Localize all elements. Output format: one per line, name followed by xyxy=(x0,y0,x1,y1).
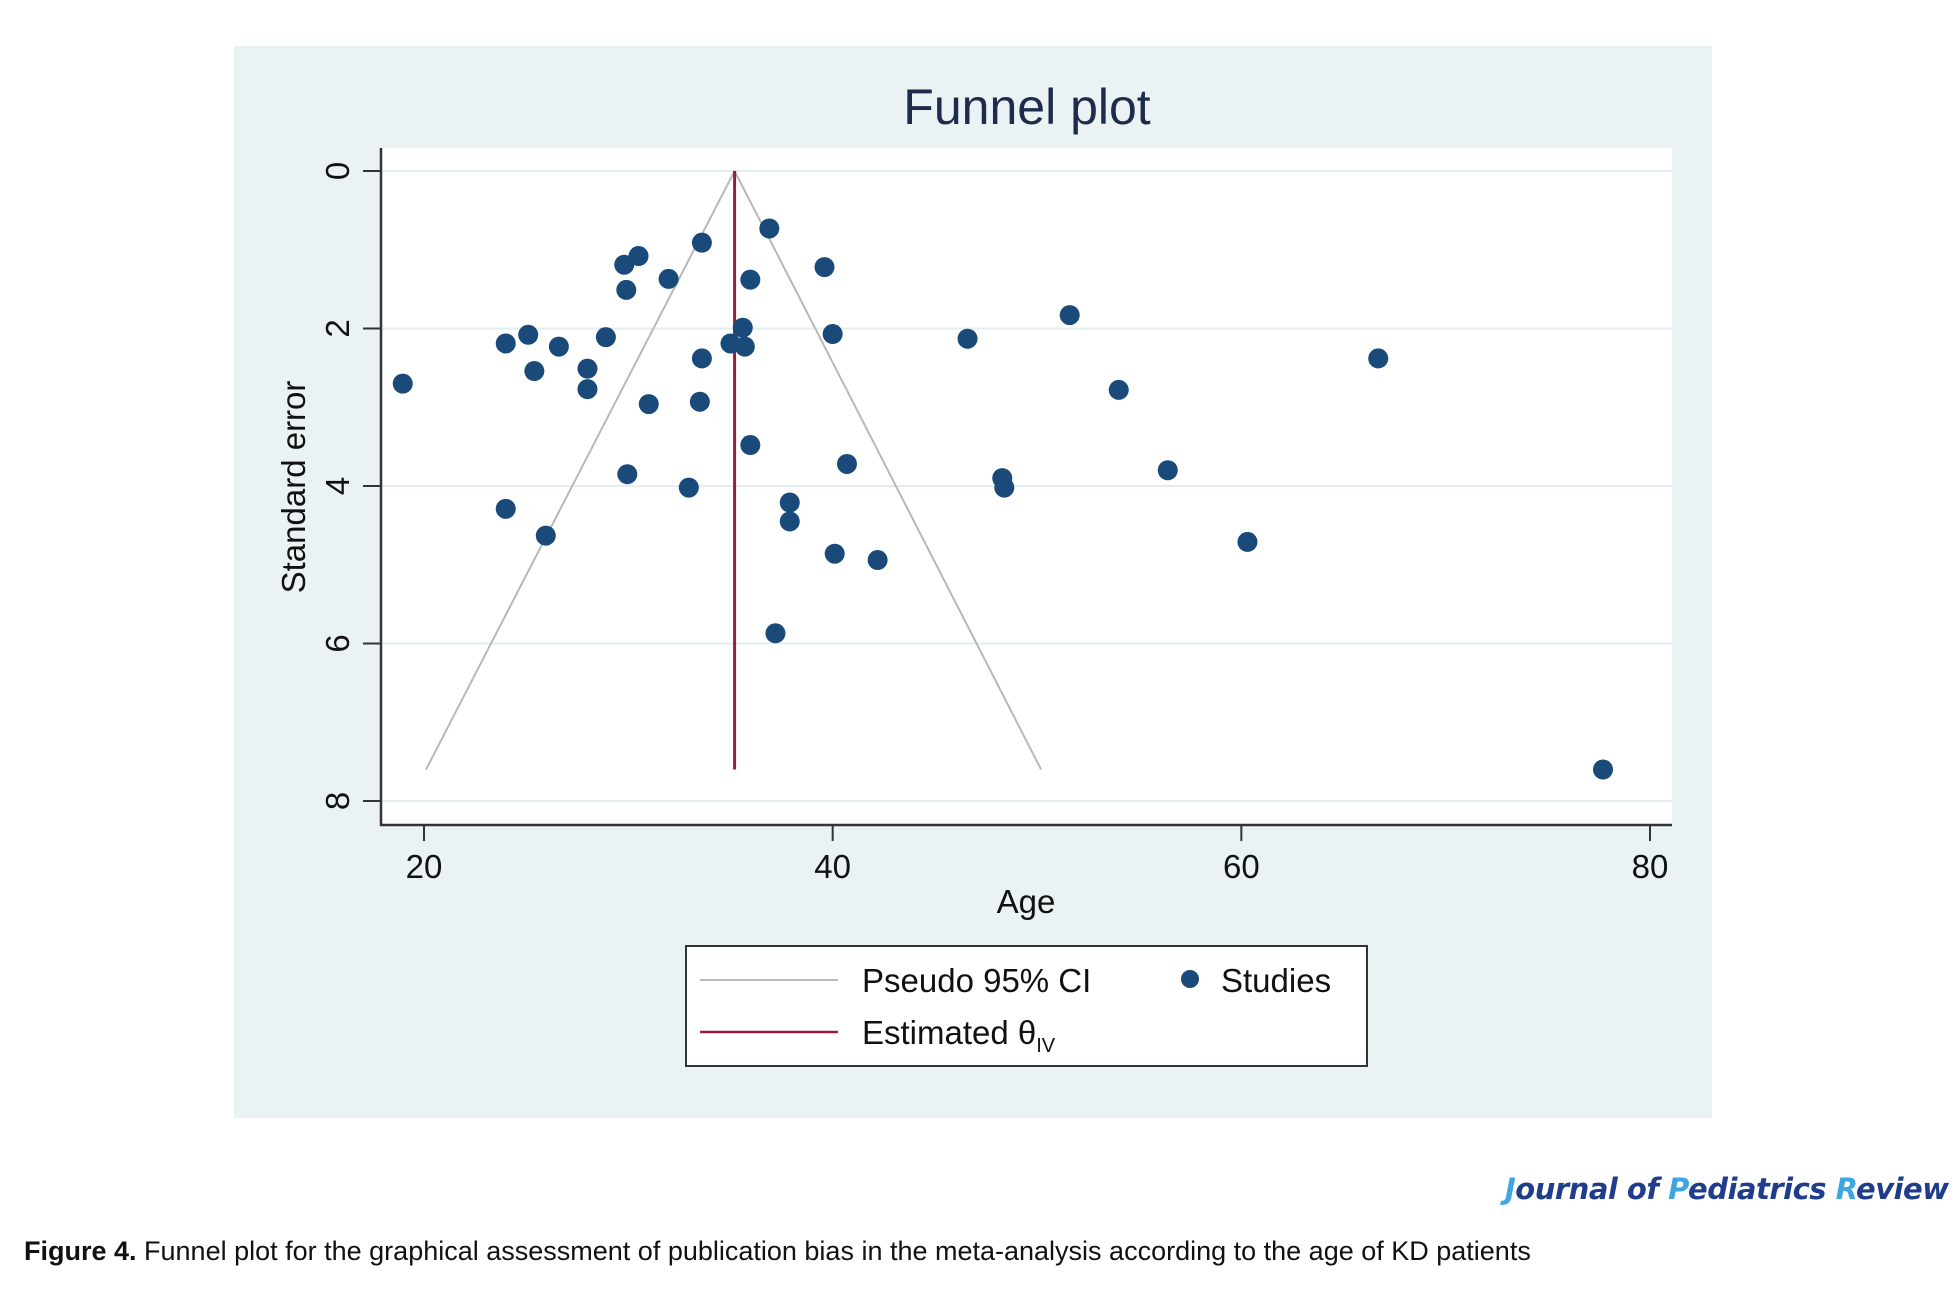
y-axis-label: Standard error xyxy=(275,381,312,594)
x-tick-labels: 20 40 60 80 xyxy=(406,848,1669,885)
study-point xyxy=(638,394,659,415)
journal-name-part: P xyxy=(1668,1172,1689,1206)
journal-name-part: J xyxy=(1505,1172,1516,1206)
journal-name-part: eview xyxy=(1856,1172,1949,1206)
pseudo-ci-right-line xyxy=(733,170,1042,770)
gridlines xyxy=(381,170,1672,802)
x-tick-label: 40 xyxy=(814,848,851,885)
x-tick-label: 60 xyxy=(1223,848,1260,885)
study-point xyxy=(548,336,569,357)
y-tick-label: 0 xyxy=(319,162,356,180)
study-point xyxy=(824,543,845,564)
study-point xyxy=(1108,379,1129,400)
study-point xyxy=(957,328,978,349)
study-point xyxy=(691,232,712,253)
study-point xyxy=(1157,460,1178,481)
journal-name-part: ediatrics xyxy=(1688,1172,1836,1206)
study-point xyxy=(577,358,598,379)
legend-ci-label: Pseudo 95% CI xyxy=(862,962,1091,999)
caption-label: Figure 4. xyxy=(24,1236,137,1266)
journal-name: Journal of Pediatrics Review xyxy=(1505,1172,1949,1206)
journal-name-part: R xyxy=(1835,1172,1857,1206)
journal-name-part: ournal of xyxy=(1515,1172,1669,1206)
legend-estimate-subscript: IV xyxy=(1036,1035,1056,1057)
study-point xyxy=(994,477,1015,498)
study-point xyxy=(740,435,761,456)
study-point xyxy=(1237,531,1258,552)
study-point xyxy=(678,477,699,498)
study-point xyxy=(518,324,539,345)
study-point xyxy=(658,268,679,289)
study-point xyxy=(1593,759,1614,780)
study-point xyxy=(616,279,637,300)
y-tick-label: 8 xyxy=(319,792,356,810)
legend-box xyxy=(685,945,1368,1067)
study-point xyxy=(822,324,843,345)
study-points xyxy=(392,218,1614,780)
axes xyxy=(363,148,1672,841)
legend-estimate-text: Estimated θ xyxy=(862,1014,1036,1051)
x-axis-label: Age xyxy=(997,883,1056,920)
study-point xyxy=(392,373,413,394)
legend-studies-marker xyxy=(1181,970,1199,988)
study-point xyxy=(740,269,761,290)
pseudo-ci-left-line xyxy=(425,170,736,770)
study-point xyxy=(691,348,712,369)
study-point xyxy=(1368,348,1389,369)
study-point xyxy=(732,317,753,338)
figure-caption: Figure 4. Funnel plot for the graphical … xyxy=(24,1236,1531,1267)
study-point xyxy=(577,379,598,400)
chart-title: Funnel plot xyxy=(903,79,1150,135)
y-tick-labels: 0 2 4 6 8 xyxy=(319,162,356,810)
legend-estimate-label: Estimated θIV xyxy=(862,1014,1056,1057)
study-point xyxy=(814,257,835,278)
study-point xyxy=(617,464,638,485)
study-point xyxy=(836,453,857,474)
x-tick-label: 20 xyxy=(406,848,443,885)
y-tick-label: 6 xyxy=(319,634,356,652)
study-point xyxy=(535,525,556,546)
y-tick-label: 2 xyxy=(319,319,356,337)
study-point xyxy=(1059,305,1080,326)
study-point xyxy=(495,333,516,354)
caption-text: Funnel plot for the graphical assessment… xyxy=(136,1236,1531,1266)
study-point xyxy=(689,391,710,412)
study-point xyxy=(867,550,888,571)
study-point xyxy=(779,492,800,513)
study-point xyxy=(765,623,786,644)
legend: Pseudo 95% CI Studies Estimated θIV xyxy=(685,945,1368,1067)
pseudo-ci-lines xyxy=(425,170,1042,770)
study-point xyxy=(734,336,755,357)
y-tick-label: 4 xyxy=(319,477,356,495)
study-point xyxy=(524,361,545,382)
study-point xyxy=(595,327,616,348)
study-point xyxy=(628,246,649,267)
study-point xyxy=(779,511,800,532)
legend-studies-label: Studies xyxy=(1221,962,1331,999)
study-point xyxy=(759,218,780,239)
study-point xyxy=(495,498,516,519)
x-tick-label: 80 xyxy=(1632,848,1669,885)
